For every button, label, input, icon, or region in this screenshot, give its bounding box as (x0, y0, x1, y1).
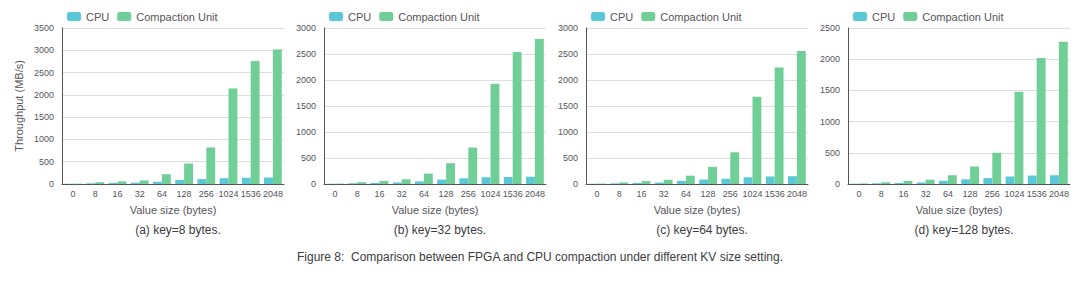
svg-text:(b) key=32 bytes.: (b) key=32 bytes. (394, 223, 486, 237)
svg-text:Compaction Unit: Compaction Unit (398, 11, 479, 23)
svg-text:3000: 3000 (558, 23, 578, 33)
svg-text:500: 500 (301, 153, 316, 163)
svg-text:CPU: CPU (610, 11, 633, 23)
svg-text:Figure 8: Comparison between: Figure 8: Comparison between FPGA and CP… (297, 250, 783, 264)
svg-text:1500: 1500 (820, 85, 840, 95)
svg-text:500: 500 (39, 157, 54, 167)
svg-text:2500: 2500 (820, 23, 840, 33)
svg-text:1536: 1536 (1027, 189, 1047, 199)
svg-text:1024: 1024 (480, 189, 500, 199)
svg-text:CPU: CPU (348, 11, 371, 23)
svg-text:8: 8 (879, 189, 884, 199)
svg-text:(c) key=64 bytes.: (c) key=64 bytes. (656, 223, 748, 237)
svg-text:2048: 2048 (263, 189, 283, 199)
svg-text:Value size (bytes): Value size (bytes) (130, 204, 217, 216)
svg-text:16: 16 (636, 189, 646, 199)
svg-text:16: 16 (112, 189, 122, 199)
svg-text:128: 128 (177, 189, 192, 199)
svg-text:3000: 3000 (296, 23, 316, 33)
svg-text:2500: 2500 (34, 68, 54, 78)
svg-text:(d) key=128 bytes.: (d) key=128 bytes. (914, 223, 1013, 237)
svg-text:16: 16 (374, 189, 384, 199)
svg-text:Compaction Unit: Compaction Unit (922, 11, 1003, 23)
svg-text:1500: 1500 (558, 101, 578, 111)
svg-text:1000: 1000 (820, 117, 840, 127)
svg-text:Value size (bytes): Value size (bytes) (392, 204, 479, 216)
svg-text:32: 32 (659, 189, 669, 199)
svg-text:(a) key=8 bytes.: (a) key=8 bytes. (135, 223, 221, 237)
svg-text:128: 128 (963, 189, 978, 199)
svg-text:1024: 1024 (1004, 189, 1024, 199)
svg-text:8: 8 (617, 189, 622, 199)
svg-text:1536: 1536 (241, 189, 261, 199)
svg-text:3000: 3000 (34, 45, 54, 55)
svg-text:0: 0 (595, 189, 600, 199)
svg-text:0: 0 (573, 179, 578, 189)
svg-text:0: 0 (333, 189, 338, 199)
svg-text:500: 500 (825, 148, 840, 158)
svg-text:1500: 1500 (34, 112, 54, 122)
svg-text:2048: 2048 (1049, 189, 1069, 199)
svg-text:Compaction Unit: Compaction Unit (136, 11, 217, 23)
svg-text:2000: 2000 (820, 54, 840, 64)
svg-text:2048: 2048 (787, 189, 807, 199)
svg-text:64: 64 (681, 189, 691, 199)
svg-text:32: 32 (135, 189, 145, 199)
svg-text:1000: 1000 (558, 127, 578, 137)
svg-text:1024: 1024 (742, 189, 762, 199)
svg-text:16: 16 (898, 189, 908, 199)
svg-text:256: 256 (461, 189, 476, 199)
svg-text:2000: 2000 (558, 75, 578, 85)
svg-text:8: 8 (355, 189, 360, 199)
svg-text:2500: 2500 (558, 49, 578, 59)
svg-text:128: 128 (701, 189, 716, 199)
svg-text:2000: 2000 (34, 90, 54, 100)
svg-text:CPU: CPU (86, 11, 109, 23)
svg-text:0: 0 (835, 179, 840, 189)
svg-text:1536: 1536 (503, 189, 523, 199)
svg-text:32: 32 (921, 189, 931, 199)
svg-text:1500: 1500 (296, 101, 316, 111)
svg-text:Value size (bytes): Value size (bytes) (916, 204, 1003, 216)
svg-text:1000: 1000 (34, 134, 54, 144)
svg-text:64: 64 (943, 189, 953, 199)
svg-text:128: 128 (439, 189, 454, 199)
svg-text:256: 256 (985, 189, 1000, 199)
svg-text:1000: 1000 (296, 127, 316, 137)
svg-text:500: 500 (563, 153, 578, 163)
svg-text:1536: 1536 (765, 189, 785, 199)
svg-text:8: 8 (93, 189, 98, 199)
svg-text:256: 256 (723, 189, 738, 199)
svg-text:1024: 1024 (218, 189, 238, 199)
svg-text:32: 32 (397, 189, 407, 199)
svg-text:0: 0 (71, 189, 76, 199)
svg-text:2500: 2500 (296, 49, 316, 59)
svg-text:Throughput (MB/s): Throughput (MB/s) (13, 60, 25, 152)
svg-text:0: 0 (311, 179, 316, 189)
svg-text:CPU: CPU (872, 11, 895, 23)
svg-text:0: 0 (49, 179, 54, 189)
svg-text:256: 256 (199, 189, 214, 199)
svg-text:64: 64 (157, 189, 167, 199)
svg-text:Compaction Unit: Compaction Unit (660, 11, 741, 23)
svg-text:3500: 3500 (34, 23, 54, 33)
svg-text:2048: 2048 (525, 189, 545, 199)
svg-text:2000: 2000 (296, 75, 316, 85)
svg-text:Value size (bytes): Value size (bytes) (654, 204, 741, 216)
svg-text:64: 64 (419, 189, 429, 199)
svg-text:0: 0 (857, 189, 862, 199)
